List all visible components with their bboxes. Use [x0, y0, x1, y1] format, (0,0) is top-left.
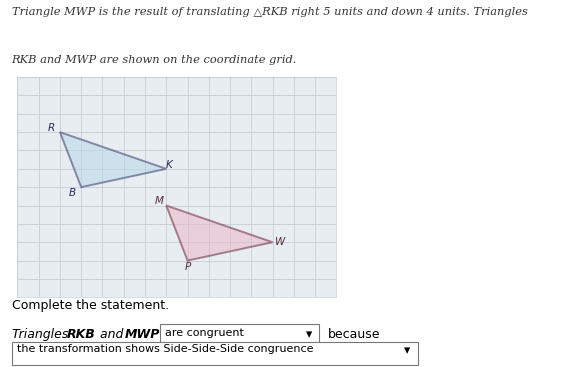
Polygon shape	[166, 206, 273, 261]
Text: R: R	[48, 123, 55, 132]
Text: because: because	[328, 328, 380, 341]
Text: RKB and MWP are shown on the coordinate grid.: RKB and MWP are shown on the coordinate …	[12, 55, 297, 65]
Text: Triangle MWP is the result of translating △RKB right 5 units and down 4 units. T: Triangle MWP is the result of translatin…	[12, 7, 527, 17]
Text: W: W	[275, 237, 285, 247]
Bar	[12, 342, 418, 366]
Text: ▾: ▾	[404, 344, 411, 357]
Text: ▾: ▾	[306, 328, 312, 341]
Text: RKB: RKB	[67, 328, 96, 341]
Bar	[160, 324, 319, 352]
Text: are congruent: are congruent	[165, 328, 244, 338]
Text: M: M	[154, 196, 164, 206]
Text: P: P	[184, 262, 191, 272]
Text: Triangles: Triangles	[12, 328, 72, 341]
Text: and: and	[96, 328, 127, 341]
Text: Complete the statement.: Complete the statement.	[12, 299, 169, 312]
Text: the transformation shows Side-Side-Side congruence: the transformation shows Side-Side-Side …	[17, 344, 314, 354]
Text: B: B	[69, 188, 76, 198]
Polygon shape	[60, 132, 166, 187]
Text: K: K	[166, 160, 173, 170]
Text: MWP: MWP	[125, 328, 160, 341]
